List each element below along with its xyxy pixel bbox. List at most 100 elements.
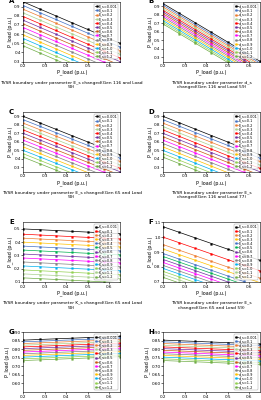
E_s=0.4 — [22, 14, 25, 19]
E_s=1.1 — [22, 40, 25, 45]
E_s=0.8 — [162, 141, 165, 146]
E_s=0.8 — [54, 43, 57, 48]
E_s=0.1 — [242, 149, 245, 154]
d_s=1.2 — [242, 70, 245, 74]
E_s=0.5 — [38, 25, 41, 30]
d_s=0.9 — [178, 26, 181, 31]
K_s=1.1 — [86, 354, 89, 359]
K_s=0.6 — [54, 347, 57, 352]
E_s=0.9 — [38, 40, 41, 44]
d_s=0.3 — [210, 345, 213, 350]
d_s=0.2 — [226, 344, 229, 348]
E_s=0.5 — [86, 156, 89, 161]
d_s=0.8 — [226, 53, 229, 58]
Line: d_s=1.2: d_s=1.2 — [162, 360, 260, 365]
E_s=0.1 — [178, 124, 181, 128]
K_s=0.2 — [102, 338, 105, 343]
E_s=0.001 — [226, 140, 229, 144]
K_s=0.4 — [54, 343, 57, 348]
E_s=0.4 — [178, 134, 181, 139]
E_s=0.8 — [54, 154, 57, 159]
E_s=0.3 — [86, 38, 89, 43]
d_s=0.2 — [242, 52, 245, 57]
d_s=0.001 — [178, 11, 181, 16]
K_s=0.9 — [38, 352, 41, 357]
d_s=1.1 — [194, 39, 197, 44]
E_s=1.0 — [86, 64, 89, 68]
E_s=0.8 — [226, 167, 229, 172]
d_s=1.2 — [226, 361, 229, 366]
Line: E_s=0.6: E_s=0.6 — [23, 23, 121, 66]
Line: E_s=0.7: E_s=0.7 — [23, 27, 121, 70]
E_s=0.6 — [86, 160, 89, 165]
K_s=1.0 — [102, 352, 105, 356]
Line: K_s=0.4: K_s=0.4 — [23, 245, 121, 252]
d_s=0.001 — [178, 338, 181, 343]
d_s=0.5 — [226, 349, 229, 354]
E_s=0.9 — [22, 145, 25, 150]
E_s=0.8 — [38, 36, 41, 40]
E_s=0.5 — [22, 18, 25, 23]
K_s=0.6 — [38, 252, 41, 257]
K_s=0.9 — [38, 264, 41, 269]
K_s=1.0 — [54, 354, 57, 358]
E_s=0.9 — [70, 164, 73, 168]
E_s=1.1 — [118, 190, 121, 194]
Line: K_s=0.7: K_s=0.7 — [23, 347, 121, 353]
Line: K_s=0.2: K_s=0.2 — [23, 237, 121, 244]
E_s=1.1 — [54, 54, 57, 58]
d_s=0.6 — [162, 348, 165, 353]
E_s=0.1 — [86, 143, 89, 148]
E_s=1.0 — [162, 269, 165, 274]
E_s=0.2 — [258, 159, 261, 164]
K_s=0.2 — [86, 338, 89, 343]
d_s=1.0 — [162, 355, 165, 360]
E_s=1.2 — [70, 64, 73, 69]
d_s=0.2 — [162, 341, 165, 346]
K_s=0.4 — [70, 246, 73, 251]
E_s=0.8 — [242, 173, 245, 178]
K_s=0.001 — [70, 229, 73, 234]
d_s=1.2 — [210, 50, 213, 55]
E_s=1.0 — [102, 70, 105, 75]
d_s=1.0 — [178, 28, 181, 33]
Text: C: C — [9, 108, 14, 114]
E_s=1.2 — [22, 155, 25, 160]
E_s=1.0 — [194, 280, 197, 285]
K_s=0.3 — [118, 339, 121, 344]
E_s=0.4 — [242, 279, 245, 284]
E_s=0.8 — [194, 154, 197, 159]
d_s=0.6 — [194, 349, 197, 354]
Line: E_s=0.1: E_s=0.1 — [23, 119, 121, 159]
Line: d_s=0.3: d_s=0.3 — [162, 8, 260, 67]
E_s=1.0 — [118, 186, 121, 191]
E_s=1.1 — [70, 60, 73, 65]
K_s=0.7 — [118, 346, 121, 350]
K_s=1.0 — [38, 268, 41, 273]
X-axis label: P_load (p.u.): P_load (p.u.) — [196, 180, 227, 186]
E_s=0.2 — [242, 270, 245, 275]
d_s=0.4 — [162, 8, 165, 13]
K_s=0.8 — [22, 260, 25, 264]
E_s=0.3 — [118, 52, 121, 57]
K_s=1.0 — [86, 352, 89, 357]
E_s=0.5 — [194, 144, 197, 148]
E_s=0.5 — [194, 265, 197, 270]
E_s=0.7 — [194, 271, 197, 276]
d_s=1.1 — [258, 78, 261, 82]
E_s=1.1 — [242, 300, 245, 305]
K_s=0.9 — [118, 268, 121, 273]
K_s=0.9 — [102, 350, 105, 355]
d_s=0.6 — [178, 21, 181, 26]
E_s=0.6 — [118, 173, 121, 178]
E_s=0.7 — [178, 266, 181, 270]
E_s=0.7 — [242, 170, 245, 174]
E_s=0.7 — [22, 138, 25, 143]
K_s=0.3 — [70, 341, 73, 346]
K_s=0.2 — [38, 340, 41, 345]
d_s=0.6 — [258, 69, 261, 74]
Line: K_s=1.0: K_s=1.0 — [23, 269, 121, 276]
Line: E_s=0.3: E_s=0.3 — [162, 126, 260, 166]
Line: E_s=1.0: E_s=1.0 — [162, 150, 260, 190]
E_s=0.6 — [258, 291, 261, 296]
